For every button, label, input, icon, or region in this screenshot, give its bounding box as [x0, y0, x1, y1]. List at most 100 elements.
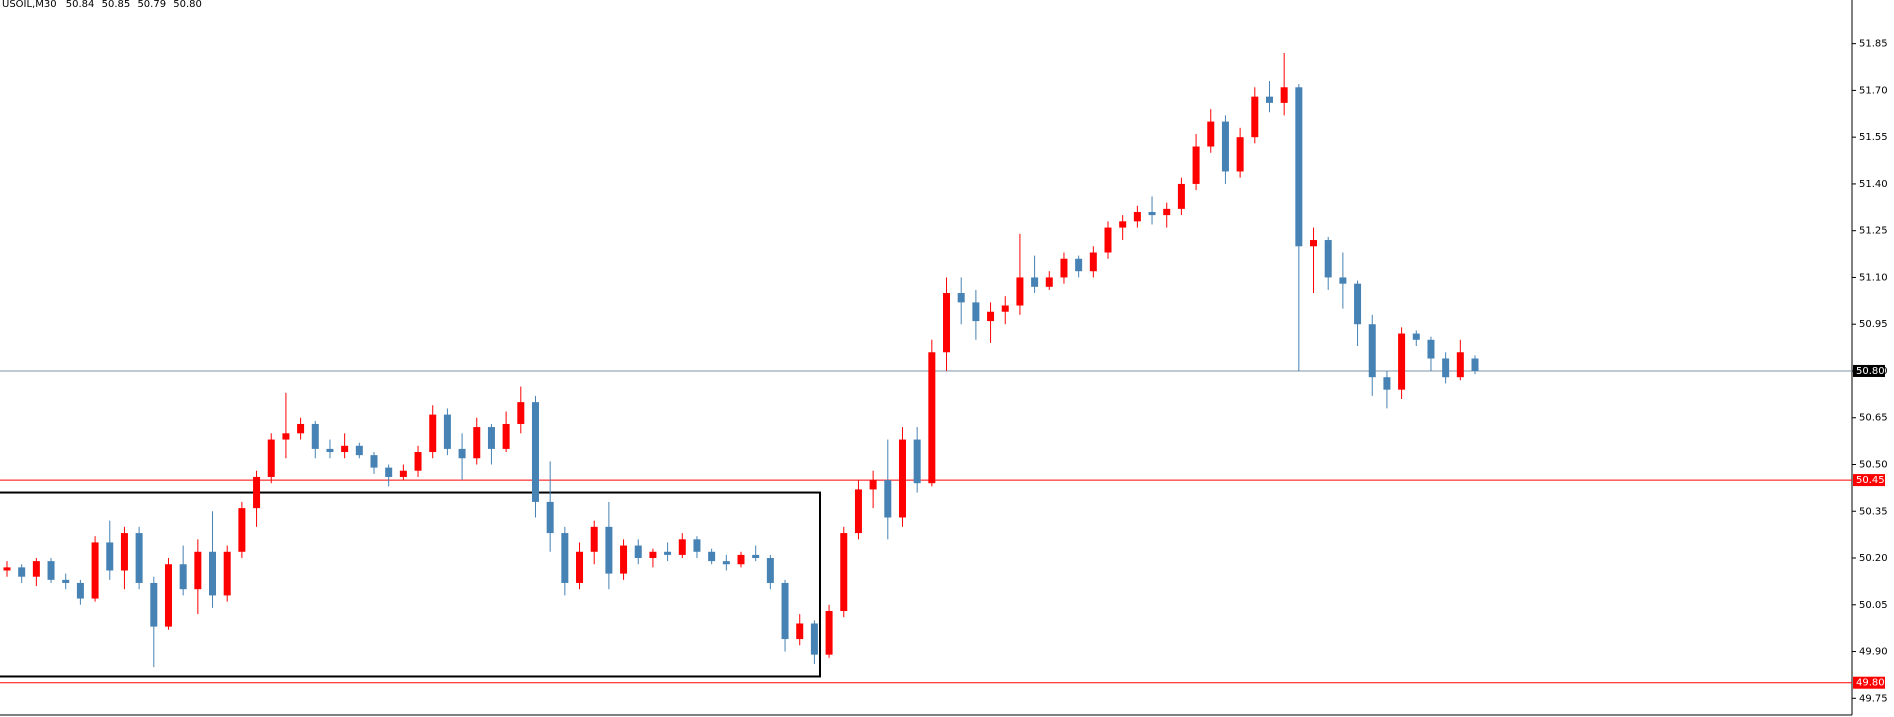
- candle-body: [282, 433, 290, 440]
- candle-body: [1265, 96, 1273, 103]
- candle-body: [1251, 96, 1259, 138]
- candle-body: [1207, 121, 1215, 147]
- candle-body: [18, 567, 26, 577]
- candle-body: [1192, 146, 1200, 184]
- y-tick-label: 51.70: [1859, 85, 1888, 96]
- candle-body: [1398, 333, 1406, 390]
- level-label: 49.80: [1856, 678, 1885, 689]
- candle-body: [605, 526, 613, 574]
- level-label: 50.80: [1856, 366, 1885, 377]
- ohlc-close: 50.80: [173, 0, 202, 10]
- symbol: USOIL,M30: [2, 0, 57, 10]
- candle-body: [311, 423, 319, 449]
- candle-body: [297, 423, 305, 434]
- candle-body: [502, 423, 510, 449]
- candle-body: [1016, 277, 1024, 306]
- candle-body: [590, 526, 598, 552]
- candle-body: [3, 567, 11, 571]
- candle-body: [1075, 258, 1083, 272]
- candle-body: [1089, 252, 1097, 272]
- ohlc-open: 50.84: [66, 0, 95, 10]
- candle-body: [1310, 240, 1318, 247]
- candle-body: [443, 414, 451, 449]
- candle-body: [194, 551, 202, 590]
- candle-body: [326, 448, 334, 453]
- y-tick-label: 50.20: [1859, 553, 1888, 564]
- candle-body: [47, 561, 55, 580]
- ohlc-high: 50.85: [102, 0, 131, 10]
- candle-body: [517, 402, 525, 424]
- candle-body: [943, 293, 951, 353]
- candle-body: [164, 564, 172, 627]
- y-tick-label: 50.50: [1859, 459, 1888, 470]
- candle-body: [928, 352, 936, 484]
- y-tick-label: 49.75: [1859, 693, 1888, 704]
- candle-body: [473, 427, 481, 459]
- candle-body: [106, 542, 114, 571]
- candle-body: [1163, 208, 1171, 216]
- candle-body: [1045, 277, 1053, 287]
- candle-body: [678, 539, 686, 555]
- level-tag: [1853, 364, 1885, 377]
- y-tick-label: 50.35: [1859, 506, 1888, 517]
- candle-body: [913, 439, 921, 484]
- candle-body: [223, 551, 231, 596]
- candle-body: [664, 551, 672, 555]
- y-tick-label: 50.65: [1859, 413, 1888, 424]
- candle-body: [1324, 240, 1332, 278]
- candle-body: [884, 480, 892, 518]
- candle-body: [1177, 183, 1185, 209]
- candle-body: [781, 582, 789, 640]
- candle-body: [810, 623, 818, 655]
- candle-body: [1060, 258, 1068, 278]
- candle-body: [649, 551, 657, 559]
- range-box: [0, 491, 821, 678]
- y-tick-label: 51.10: [1859, 272, 1888, 283]
- candle-body: [620, 545, 628, 574]
- candle-body: [825, 611, 833, 655]
- y-tick-label: 51.40: [1859, 179, 1888, 190]
- candle-body: [957, 293, 965, 303]
- candle-body: [1442, 358, 1450, 378]
- candle-body: [429, 414, 437, 453]
- candle-body: [1456, 352, 1464, 378]
- candle-body: [355, 445, 363, 456]
- candle-body: [531, 402, 539, 502]
- candle-body: [561, 533, 569, 583]
- candle-body: [385, 467, 393, 477]
- candle-body: [253, 476, 261, 509]
- level-tag: [1853, 676, 1885, 689]
- candle-body: [62, 579, 70, 583]
- candle-body: [693, 539, 701, 552]
- candle-body: [1412, 333, 1420, 340]
- candle-body: [1001, 305, 1009, 312]
- candle-body: [1104, 227, 1112, 253]
- candle-body: [399, 470, 407, 477]
- chart-header: USOIL,M30 50.84 50.85 50.79 50.80: [2, 0, 202, 10]
- candle-body: [796, 623, 804, 640]
- candle-body: [1295, 87, 1303, 247]
- candle-body: [987, 311, 995, 322]
- candle-body: [1119, 221, 1127, 228]
- candle-body: [972, 302, 980, 322]
- candle-body: [1280, 87, 1288, 103]
- candle-body: [1354, 283, 1362, 325]
- candle-body: [766, 558, 774, 583]
- y-tick-label: 50.95: [1859, 319, 1888, 330]
- candle-body: [1368, 324, 1376, 378]
- candle-body: [1148, 211, 1156, 216]
- candle-body: [854, 489, 862, 534]
- candle-body: [209, 551, 217, 596]
- candle-body: [1221, 121, 1229, 172]
- candle-body: [576, 551, 584, 583]
- candle-body: [32, 561, 40, 577]
- candle-body: [1383, 377, 1391, 390]
- candle-body: [898, 439, 906, 518]
- candle-body: [179, 564, 187, 590]
- level-tag: [1853, 474, 1885, 487]
- y-tick-label: 49.90: [1859, 647, 1888, 658]
- y-tick-label: 51.55: [1859, 132, 1888, 143]
- candle-body: [76, 582, 84, 599]
- candle-body: [546, 501, 554, 534]
